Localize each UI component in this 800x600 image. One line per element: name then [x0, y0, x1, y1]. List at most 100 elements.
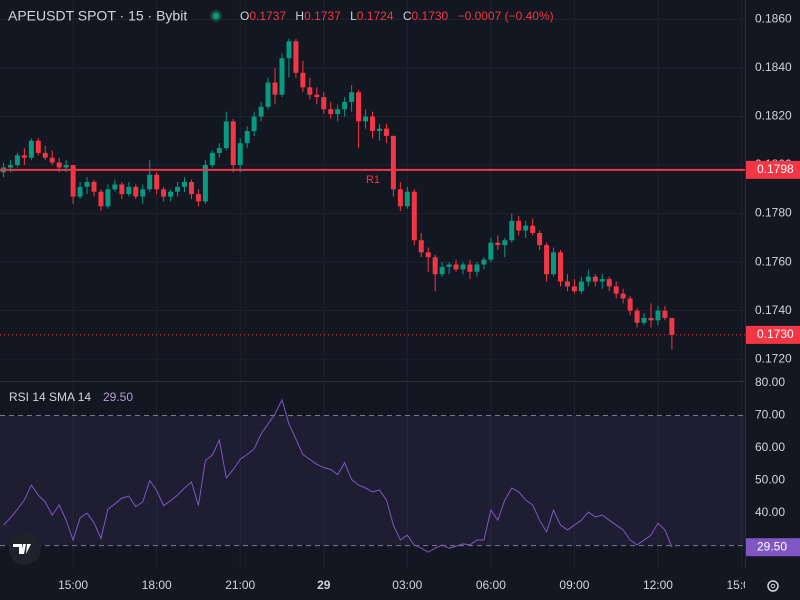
candle-body	[564, 281, 570, 287]
level-name: R1	[366, 174, 380, 186]
candle-body	[390, 135, 396, 190]
ohlc-label: C	[403, 9, 412, 23]
level-price-box	[746, 160, 800, 179]
ohlc-value: 0.1737	[304, 9, 341, 23]
candle-body	[641, 317, 647, 323]
candle-body	[161, 189, 167, 197]
grid	[0, 0, 745, 568]
candle-body	[300, 72, 306, 88]
candle-body	[272, 82, 278, 95]
rsi-band-fill	[0, 415, 745, 546]
y-tick-label: 70.00	[755, 408, 785, 422]
candle-body	[7, 165, 13, 168]
candle-body	[446, 264, 452, 267]
x-tick-label: 12:00	[643, 578, 673, 592]
candle-body	[460, 264, 466, 270]
candle-body	[516, 220, 522, 231]
candle-body	[112, 184, 118, 190]
candle-body	[648, 317, 654, 321]
rsi-line	[3, 398, 673, 553]
candle-body	[523, 225, 529, 231]
candle-body	[488, 242, 494, 260]
gear[interactable]	[767, 580, 779, 592]
ohlc-legend: O0.1737 H0.1737 L0.1724 C0.1730 −0.0007 …	[240, 9, 554, 23]
candle-body	[592, 276, 598, 282]
status-dot	[212, 12, 220, 20]
candle-body	[321, 97, 327, 110]
candle-body	[237, 143, 243, 166]
candle-body	[342, 101, 348, 110]
candle-body	[119, 184, 125, 195]
candle-body	[98, 191, 104, 207]
x-tick-label: 18:00	[142, 578, 172, 592]
rsi-value: 29.50	[103, 390, 133, 404]
ohlc-value: 0.1737	[249, 9, 286, 23]
gear-hole[interactable]	[770, 583, 776, 589]
candle-body	[578, 281, 584, 292]
candle-body	[634, 310, 640, 323]
settings-icon[interactable]	[767, 580, 779, 592]
candle-body	[188, 182, 194, 195]
candle-body	[168, 191, 174, 197]
candle-body	[571, 286, 577, 292]
x-tick-label: 03:00	[392, 578, 422, 592]
candle-body	[35, 140, 41, 153]
y-tick-label: 40.00	[755, 505, 785, 519]
rsi-title: RSI 14 SMA 14	[9, 390, 91, 404]
candle-body	[202, 165, 208, 202]
candle-body	[335, 109, 341, 115]
y-tick-label: 0.1740	[755, 303, 792, 317]
candle-body	[244, 131, 250, 144]
logo	[9, 533, 41, 565]
candle-body	[439, 266, 445, 275]
y-tick-label: 60.00	[755, 440, 785, 454]
candle-body	[91, 182, 97, 192]
candle-body	[133, 186, 139, 197]
candle-body	[56, 162, 62, 168]
candle-body	[154, 174, 160, 190]
candle-body	[195, 194, 201, 202]
candle-body	[599, 279, 605, 282]
candle-body	[425, 252, 431, 258]
x-tick-label: 15:00	[58, 578, 88, 592]
candle-body	[265, 82, 271, 107]
y-tick-label: 50.00	[755, 473, 785, 487]
ohlc-value: 0.1724	[357, 9, 394, 23]
candle-body	[453, 264, 459, 270]
candle-body	[105, 189, 111, 207]
logo-mark	[13, 544, 31, 554]
candle-body	[585, 276, 591, 282]
candle-body	[147, 174, 153, 190]
x-tick-label: 21:00	[225, 578, 255, 592]
candle-body	[370, 116, 375, 132]
candle-body	[279, 58, 285, 95]
ohlc-label: L	[350, 9, 357, 23]
candle-body	[209, 152, 215, 166]
last-price-label: 0.1730	[757, 327, 794, 341]
candle-body	[21, 155, 27, 158]
candle-body	[314, 94, 320, 98]
y-tick-label: 0.1840	[755, 60, 792, 74]
candle-body	[606, 279, 612, 287]
candle-body	[669, 317, 675, 335]
y-tick-label: 0.1860	[755, 12, 792, 26]
time-axis: 15:00 18:00 21:00 29 03:00 06:00 09:00 12:00 15:…	[58, 578, 745, 592]
price-axis: 0.17200.17400.17600.17800.18000.18200.18…	[746, 12, 800, 557]
candle-body	[495, 242, 501, 246]
candle-body	[397, 189, 403, 207]
y-tick-label: 0.1720	[755, 351, 792, 365]
candle-body	[14, 155, 20, 166]
ohlc-label: H	[295, 9, 304, 23]
candle-body	[328, 109, 334, 115]
candle-body	[383, 128, 389, 136]
candle-body	[28, 140, 34, 158]
ohlc-value: 0.1730	[412, 9, 449, 23]
level-price-label: 0.1798	[757, 162, 794, 176]
candle-body	[182, 182, 188, 187]
candle-body	[551, 252, 557, 275]
candle-body	[432, 257, 438, 275]
candle-body	[662, 310, 668, 318]
rsi-last-box	[746, 538, 800, 557]
candle-body	[502, 240, 508, 246]
